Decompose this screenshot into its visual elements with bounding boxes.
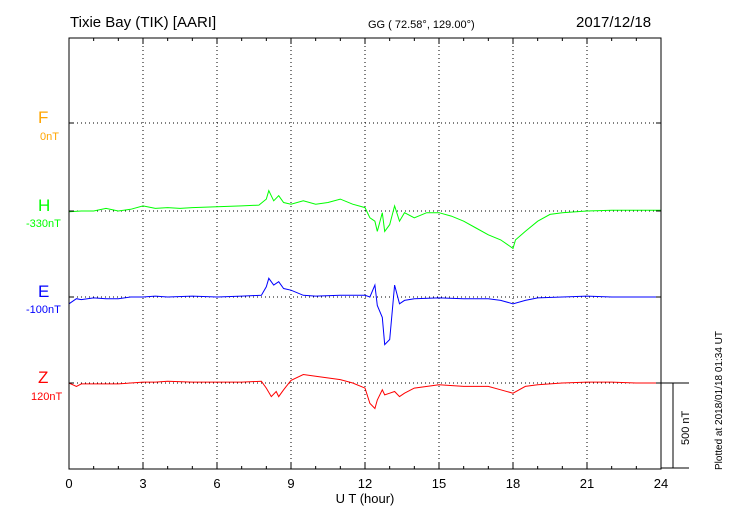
- channel-baseline-z: 120nT: [31, 391, 63, 403]
- channel-label-z: Z: [38, 368, 49, 387]
- x-tick-label: 3: [139, 476, 147, 491]
- x-tick-label: 21: [579, 476, 595, 491]
- channel-baseline-h: -330nT: [26, 218, 61, 230]
- axis-ticks: [68, 38, 662, 469]
- channel-baseline-f: 0nT: [40, 131, 59, 143]
- x-tick-label: 12: [357, 476, 373, 491]
- series-line-h: [68, 189, 661, 250]
- series-line-z: [68, 373, 661, 410]
- series-lines: [68, 189, 661, 410]
- plotted-timestamp: Plotted at 2018/01/18 01:34 UT: [714, 331, 725, 470]
- station-coordinates: GG ( 72.58°, 129.00°): [368, 19, 475, 31]
- channel-baseline-e: -100nT: [26, 304, 61, 316]
- series-line-e: [68, 277, 661, 346]
- channel-label-f: F: [38, 108, 49, 127]
- x-tick-label: 9: [287, 476, 295, 491]
- scale-bar: [661, 382, 689, 469]
- chart-date: 2017/12/18: [576, 14, 652, 31]
- channel-label-h: H: [38, 196, 51, 215]
- x-tick-label: 15: [431, 476, 447, 491]
- x-tick-label: 0: [65, 476, 73, 491]
- x-tick-label: 6: [213, 476, 221, 491]
- station-title: Tixie Bay (TIK) [AARI]: [70, 14, 217, 31]
- channel-label-e: E: [38, 282, 50, 301]
- grid-lines: [69, 38, 661, 469]
- x-axis-label: U T (hour): [335, 491, 395, 506]
- x-tick-label: 18: [505, 476, 521, 491]
- scale-bar-label: 500 nT: [680, 410, 692, 445]
- x-tick-label: 24: [653, 476, 669, 491]
